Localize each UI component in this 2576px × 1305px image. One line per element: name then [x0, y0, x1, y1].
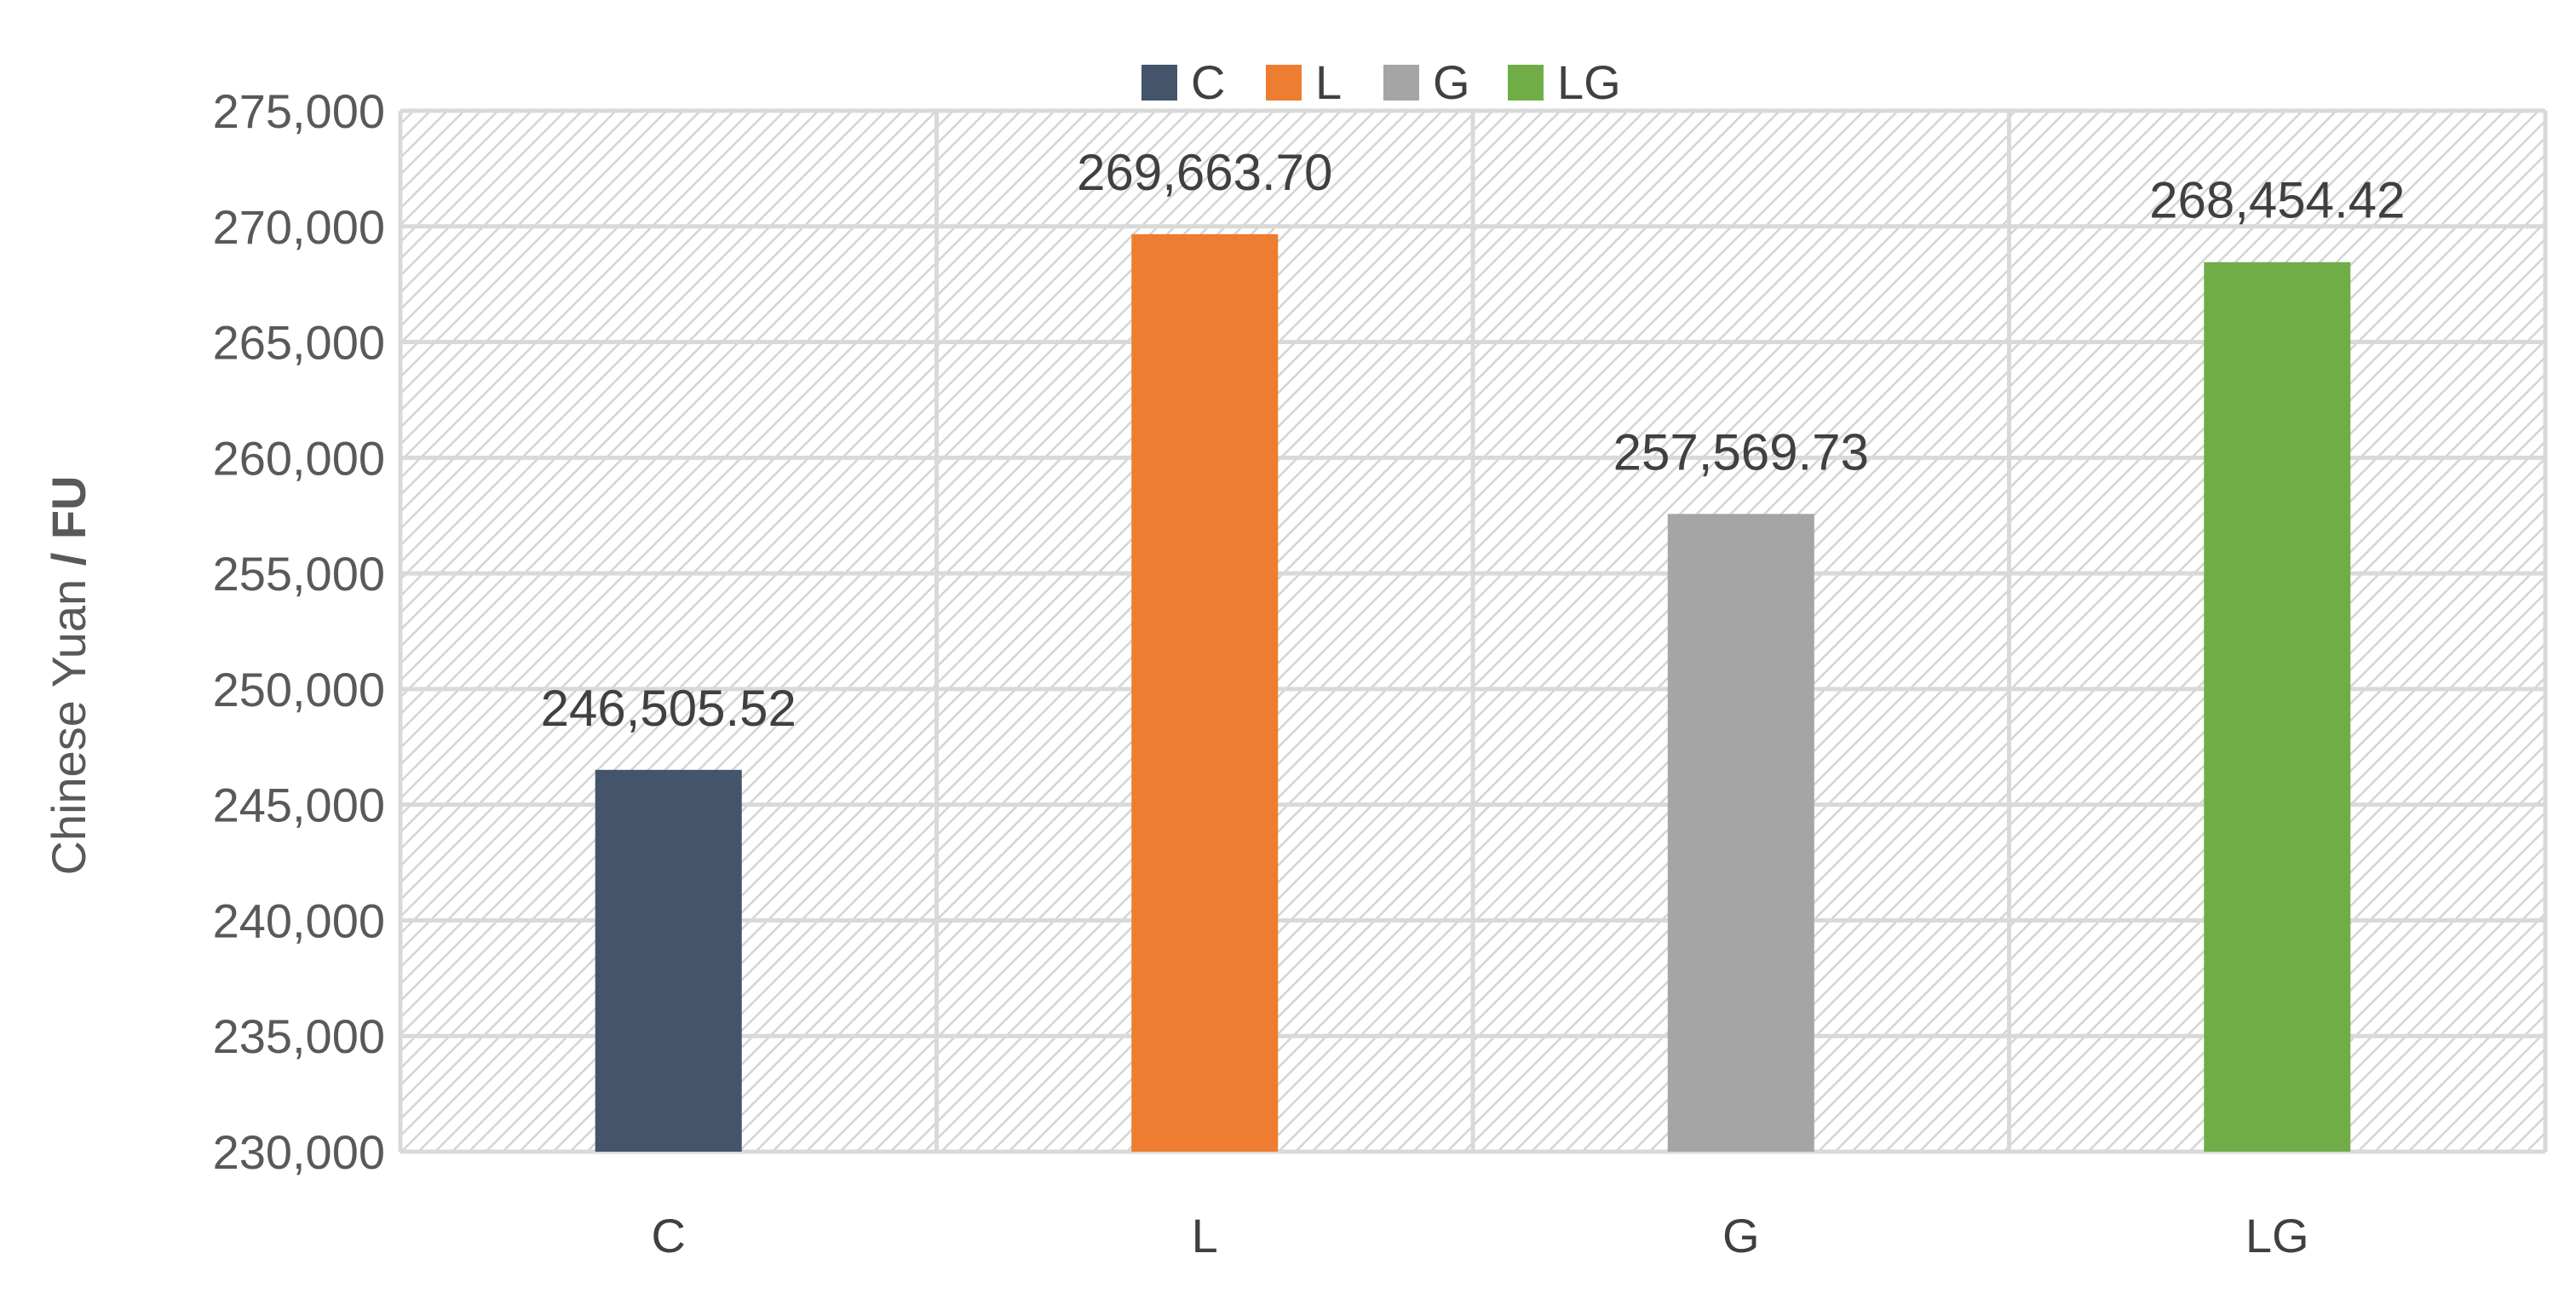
y-tick-label: 265,000: [213, 316, 385, 370]
legend-label-c: C: [1191, 55, 1225, 109]
bar-l: [1131, 233, 1279, 1153]
y-tick-label: 250,000: [213, 663, 385, 716]
data-label-c: 246,505.52: [541, 680, 796, 737]
y-tick-label: 240,000: [213, 894, 385, 947]
data-labels: 246,505.52 269,663.70 257,569.73 268,454.42: [541, 144, 2406, 737]
legend-swatch-g: [1383, 65, 1419, 101]
y-axis-ticks: 230,000 235,000 240,000 245,000 250,000 255,0…: [213, 84, 385, 1179]
gridlines: [398, 108, 2548, 1154]
y-tick-label: 275,000: [213, 84, 385, 138]
y-axis-label-unit: / FU: [42, 475, 95, 578]
category-label-l: L: [1192, 1209, 1218, 1262]
y-tick-label: 255,000: [213, 547, 385, 601]
y-tick-label: 245,000: [213, 779, 385, 832]
y-tick-label: 260,000: [213, 431, 385, 485]
legend: C L G LG: [1141, 55, 1621, 109]
y-tick-label: 235,000: [213, 1009, 385, 1063]
category-label-lg: LG: [2245, 1209, 2309, 1262]
legend-label-g: G: [1433, 55, 1470, 109]
bars: [595, 233, 2351, 1153]
legend-swatch-lg: [1508, 65, 1544, 101]
legend-swatch-c: [1141, 65, 1177, 101]
bar-g: [1667, 514, 1814, 1152]
y-tick-label: 230,000: [213, 1125, 385, 1179]
bar-lg: [2204, 262, 2351, 1152]
data-label-g: 257,569.73: [1613, 423, 1869, 480]
category-label-g: G: [1722, 1209, 1760, 1262]
legend-swatch-l: [1266, 65, 1302, 101]
x-axis-categories: C L G LG: [652, 1209, 2309, 1262]
y-axis-label-main: Chinese Yuan: [42, 579, 95, 876]
legend-label-lg: LG: [1557, 55, 1621, 109]
category-label-c: C: [652, 1209, 686, 1262]
y-axis-label: Chinese Yuan / FU: [42, 475, 95, 875]
data-label-lg: 268,454.42: [2149, 172, 2405, 229]
legend-label-l: L: [1315, 55, 1342, 109]
y-tick-label: 270,000: [213, 200, 385, 254]
bar-c: [595, 769, 742, 1152]
data-label-l: 269,663.70: [1077, 144, 1332, 201]
